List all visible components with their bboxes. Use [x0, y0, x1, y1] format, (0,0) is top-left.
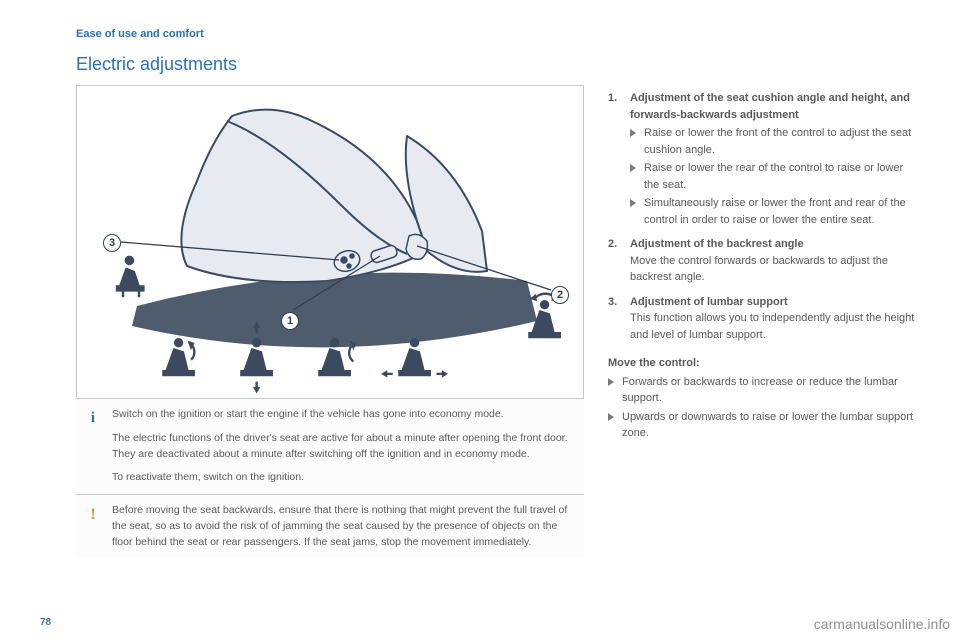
adjust-item-3: Adjustment of lumbar support This functi…	[608, 294, 920, 344]
adjust-3-body: This function allows you to independentl…	[630, 310, 920, 343]
info-p2: The electric functions of the driver's s…	[112, 431, 574, 463]
adjust-2-body: Move the control forwards or backwards t…	[630, 253, 920, 286]
adjust-1-sub-3: Simultaneously raise or lower the front …	[630, 195, 920, 228]
info-p3: To reactivate them, switch on the igniti…	[112, 470, 574, 486]
adjust-1-title: Adjustment of the seat cushion angle and…	[630, 92, 910, 121]
callout-1: 1	[281, 312, 299, 330]
adjust-3-title: Adjustment of lumbar support	[630, 296, 788, 308]
warn-icon: !	[84, 503, 102, 527]
warn-text: Before moving the seat backwards, ensure…	[112, 503, 574, 550]
adjustment-list: Adjustment of the seat cushion angle and…	[608, 90, 920, 343]
move-item-2: Upwards or downwards to raise or lower t…	[608, 409, 920, 442]
move-control-title: Move the control:	[608, 355, 920, 372]
watermark: carmanualsonline.info	[814, 616, 950, 632]
seat-figure: 3 1 2	[76, 85, 584, 399]
adjust-1-sub-2: Raise or lower the rear of the control t…	[630, 160, 920, 193]
warn-p: Before moving the seat backwards, ensure…	[112, 503, 574, 550]
move-item-1: Forwards or backwards to increase or red…	[608, 374, 920, 407]
info-icon: i	[84, 407, 102, 430]
move-control-block: Move the control: Forwards or backwards …	[608, 355, 920, 442]
page-title: Electric adjustments	[76, 54, 584, 75]
adjust-1-sub: Raise or lower the front of the control …	[630, 125, 920, 228]
manual-page: Ease of use and comfort Electric adjustm…	[0, 0, 960, 640]
callout-2: 2	[551, 286, 569, 304]
left-column: Electric adjustments	[76, 54, 584, 558]
page-number: 78	[40, 617, 51, 628]
seat-figure-svg	[77, 86, 585, 400]
callout-3: 3	[103, 234, 121, 252]
adjust-item-1: Adjustment of the seat cushion angle and…	[608, 90, 920, 228]
warn-box: ! Before moving the seat backwards, ensu…	[76, 495, 584, 558]
info-box: i Switch on the ignition or start the en…	[76, 399, 584, 495]
section-header: Ease of use and comfort	[76, 28, 920, 40]
info-text: Switch on the ignition or start the engi…	[112, 407, 574, 486]
adjust-item-2: Adjustment of the backrest angle Move th…	[608, 236, 920, 286]
adjust-1-sub-1: Raise or lower the front of the control …	[630, 125, 920, 158]
move-control-list: Forwards or backwards to increase or red…	[608, 374, 920, 442]
right-column: Adjustment of the seat cushion angle and…	[608, 54, 920, 558]
info-p1: Switch on the ignition or start the engi…	[112, 407, 574, 423]
adjust-2-title: Adjustment of the backrest angle	[630, 238, 804, 250]
content-row: Electric adjustments	[76, 54, 920, 558]
